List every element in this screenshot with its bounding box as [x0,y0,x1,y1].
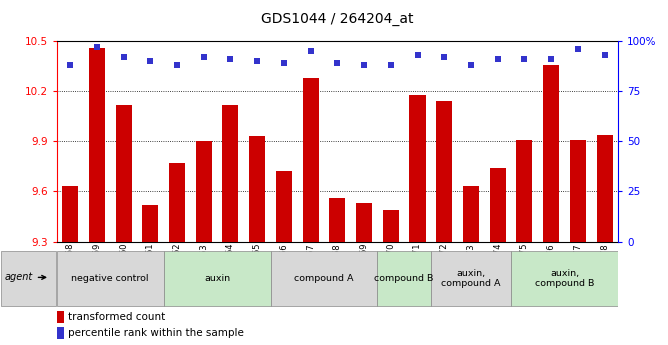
Text: auxin,
compound B: auxin, compound B [535,269,594,288]
Point [118,55,129,60]
Point [145,59,156,64]
Point [492,57,503,62]
Point [225,57,236,62]
Point [385,63,396,68]
Point [572,47,583,52]
Text: GDS1044 / 264204_at: GDS1044 / 264204_at [261,12,413,26]
Text: transformed count: transformed count [68,312,165,322]
Bar [62,186,78,242]
Bar [490,168,506,241]
Point [279,61,289,66]
Bar [89,48,105,242]
Point [599,53,610,58]
Bar [196,141,212,242]
Bar [543,65,559,242]
Point [252,59,263,64]
Bar [303,78,319,242]
FancyBboxPatch shape [511,251,618,306]
Text: auxin: auxin [204,274,230,283]
Point [198,55,209,60]
Point [519,57,530,62]
Text: percentile rank within the sample: percentile rank within the sample [68,328,244,338]
Bar [597,135,613,242]
Point [305,49,316,54]
Point [65,63,75,68]
Point [359,63,369,68]
Bar [409,95,426,242]
FancyBboxPatch shape [57,251,164,306]
Bar [570,140,586,242]
FancyBboxPatch shape [271,251,377,306]
Bar [57,310,64,323]
Text: auxin,
compound A: auxin, compound A [441,269,501,288]
Bar [383,210,399,241]
Text: agent: agent [5,273,45,282]
Bar [169,163,185,242]
FancyBboxPatch shape [431,251,511,306]
Point [412,53,423,58]
Bar [57,327,64,339]
Text: negative control: negative control [71,274,149,283]
FancyBboxPatch shape [377,251,431,306]
Point [332,61,343,66]
Text: compound A: compound A [294,274,354,283]
FancyBboxPatch shape [1,251,55,306]
Bar [436,101,452,242]
Bar [222,105,238,241]
Point [546,57,556,62]
Text: compound B: compound B [375,274,434,283]
FancyBboxPatch shape [164,251,271,306]
Bar [329,198,345,241]
Point [466,63,476,68]
Bar [116,105,132,241]
Bar [276,171,292,242]
Bar [463,186,479,242]
Point [172,63,182,68]
Point [92,45,102,50]
Point [439,55,450,60]
Bar [356,203,372,241]
Bar [142,205,158,241]
Bar [516,140,532,242]
Bar [249,137,265,242]
